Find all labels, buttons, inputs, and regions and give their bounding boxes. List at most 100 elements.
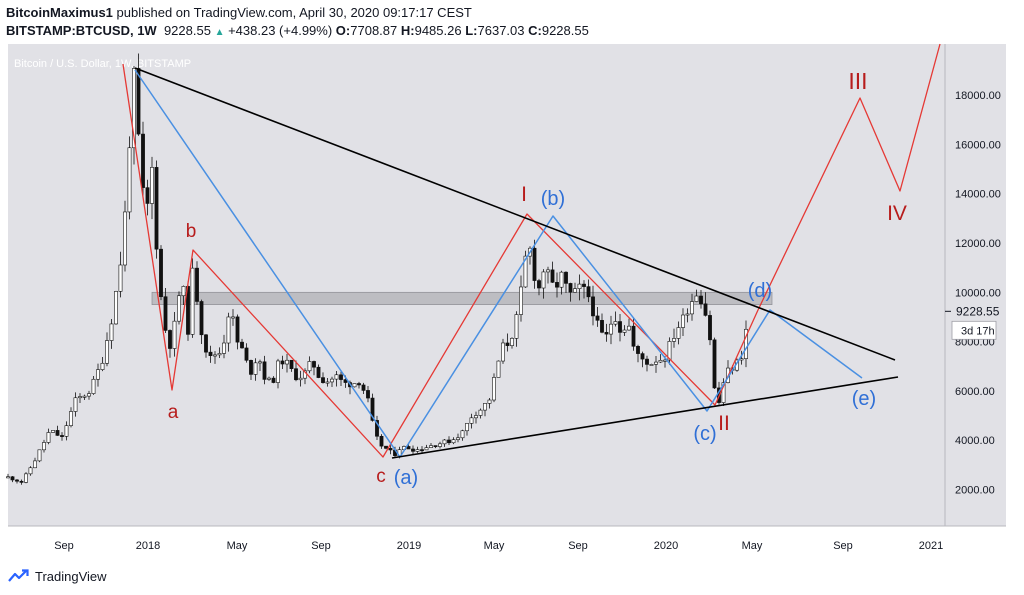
candle	[177, 291, 181, 325]
candle	[478, 408, 483, 419]
candle	[699, 290, 703, 309]
candle	[42, 439, 46, 453]
publish-info: BitcoinMaximus1 published on TradingView…	[6, 5, 472, 20]
candle	[645, 355, 649, 372]
wave-label-red: a	[168, 402, 179, 423]
y-tick-label: 2000.00	[955, 485, 995, 497]
candle	[55, 425, 60, 436]
candle	[123, 200, 127, 272]
tradingview-logo-icon	[8, 569, 29, 582]
candle	[321, 372, 325, 384]
candle	[82, 394, 87, 401]
candle	[154, 160, 159, 259]
low-label: L:	[465, 23, 478, 38]
candle	[433, 445, 438, 449]
candle	[330, 376, 334, 387]
y-tick-label: 16000.00	[955, 139, 1001, 151]
candle	[600, 313, 604, 334]
x-tick-label: May	[484, 540, 505, 552]
candle	[325, 378, 330, 387]
author-name[interactable]: BitcoinMaximus1	[6, 5, 113, 20]
wave-label-red: b	[186, 221, 197, 242]
candle	[541, 269, 546, 299]
y-tick-label: 4000.00	[955, 435, 995, 447]
candle	[582, 280, 586, 299]
candle	[28, 466, 33, 476]
candle	[87, 390, 91, 400]
candle	[523, 250, 528, 288]
candle	[357, 381, 361, 389]
bar-countdown: 3d 17h	[961, 325, 995, 337]
candle	[658, 354, 663, 364]
price-change: +438.23 (+4.99%)	[228, 23, 333, 38]
countdown-box	[951, 320, 997, 340]
wave-label-red: IV	[887, 202, 907, 225]
candle	[168, 329, 172, 358]
candle	[10, 476, 15, 483]
up-arrow-icon: ▲	[214, 27, 225, 38]
close-label: C:	[528, 23, 542, 38]
candle	[667, 337, 672, 365]
candle	[60, 432, 64, 441]
candle	[127, 136, 132, 220]
last-price: 9228.55	[163, 23, 211, 38]
tradingview-brand: TradingView	[35, 569, 107, 584]
candle	[708, 310, 712, 346]
candle	[109, 318, 114, 349]
candle	[438, 441, 442, 449]
candle	[456, 433, 460, 443]
candle	[694, 289, 699, 303]
candle	[474, 411, 478, 424]
candle	[240, 338, 244, 349]
candle	[208, 345, 213, 363]
candle	[411, 445, 415, 456]
candle	[267, 376, 271, 381]
candle	[654, 355, 658, 373]
wave-lines-layer	[122, 43, 941, 459]
candle	[537, 278, 541, 296]
candle	[316, 364, 321, 379]
candle	[249, 359, 253, 380]
candle	[298, 370, 303, 387]
candle	[451, 437, 456, 445]
candle	[91, 375, 96, 395]
candle	[222, 334, 226, 359]
open-value: 7708.87	[350, 23, 398, 38]
candle	[136, 53, 141, 136]
candle	[510, 337, 514, 349]
symbol-label[interactable]: BITSTAMP:BTCUSD, 1W	[6, 23, 157, 38]
chart-header: BitcoinMaximus1 published on TradingView…	[6, 2, 1016, 42]
chart-canvas[interactable]: Bitcoin / U.S. Dollar, 1W, BITSTAMP a b c I…	[0, 0, 1024, 560]
open-label: O:	[335, 23, 351, 38]
candle	[231, 309, 235, 326]
candle	[505, 333, 510, 352]
candle	[564, 271, 568, 294]
candle	[442, 438, 447, 447]
candle	[258, 359, 262, 372]
candle	[190, 258, 195, 338]
candle	[591, 285, 595, 326]
candle	[712, 337, 717, 389]
candle	[555, 272, 559, 298]
low-value: 7637.03	[477, 23, 525, 38]
candle	[550, 261, 555, 283]
candle	[213, 351, 217, 364]
close-value: 9228.55	[541, 23, 589, 38]
high-label: H:	[400, 23, 415, 38]
candle	[690, 293, 694, 321]
price-axis[interactable]: 2000.004000.006000.008000.0010000.001200…	[945, 90, 1001, 497]
candle	[339, 371, 343, 387]
candle	[568, 282, 573, 302]
candle	[64, 421, 69, 441]
wave-label-blue: (e)	[852, 388, 876, 410]
candle	[744, 320, 748, 368]
candle	[496, 360, 501, 378]
candle	[73, 392, 78, 417]
candle	[532, 239, 537, 289]
candle	[352, 383, 357, 388]
plot-background[interactable]	[8, 44, 1006, 526]
x-tick-label: 2018	[136, 540, 160, 552]
candle	[244, 343, 249, 363]
time-axis[interactable]: Sep 2018 May Sep 2019 May Sep 2020 May Sep 2021	[54, 540, 943, 552]
